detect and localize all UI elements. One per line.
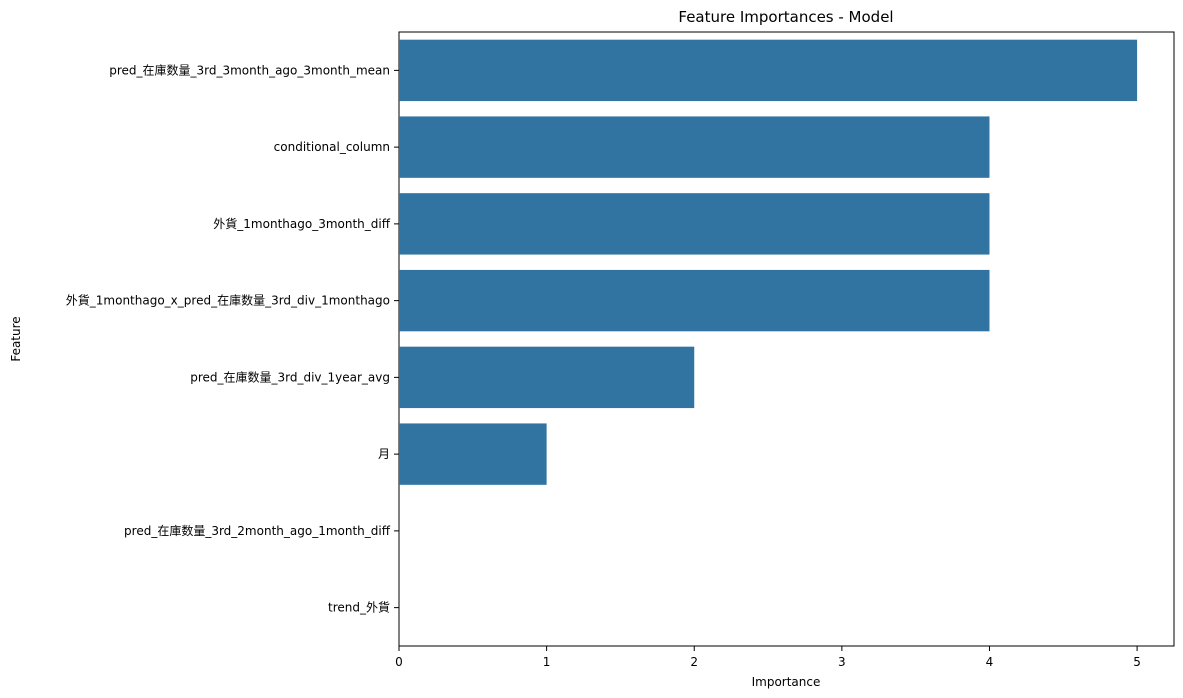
x-tick-label-2: 2 [690,655,698,669]
y-axis-label: Feature [9,316,23,361]
y-tick-label-2: 外貨_1monthago_3month_diff [213,216,390,231]
x-tick-label-4: 4 [986,655,994,669]
x-tick-label-1: 1 [543,655,551,669]
y-tick-label-0: pred_在庫数量_3rd_3month_ago_3month_mean [109,62,390,77]
plot-frame [398,31,1175,647]
bar-4 [399,346,695,409]
x-tick-label-3: 3 [838,655,846,669]
bar-5 [399,423,547,485]
bar-1 [399,116,990,178]
x-axis-label: Importance [752,675,821,689]
category-labels-group: pred_在庫数量_3rd_3month_ago_3month_meancond… [66,62,399,615]
bars-group [399,39,1138,485]
y-tick-label-4: pred_在庫数量_3rd_div_1year_avg [190,369,390,384]
y-tick-label-3: 外貨_1monthago_x_pred_在庫数量_3rd_div_1montha… [66,293,390,308]
x-tick-label-5: 5 [1133,655,1141,669]
y-tick-label-1: conditional_column [274,140,390,154]
y-tick-label-5: 月 [378,447,390,461]
bar-2 [399,193,990,255]
y-tick-label-6: pred_在庫数量_3rd_2month_ago_1month_diff [124,523,391,538]
y-tick-label-7: trend_外貨 [328,600,390,615]
chart-title: Feature Importances - Model [678,8,893,26]
bar-0 [399,39,1138,102]
x-ticks-group: 0 1 2 3 4 5 [395,646,1141,669]
x-tick-label-0: 0 [395,655,403,669]
bar-3 [399,269,990,332]
